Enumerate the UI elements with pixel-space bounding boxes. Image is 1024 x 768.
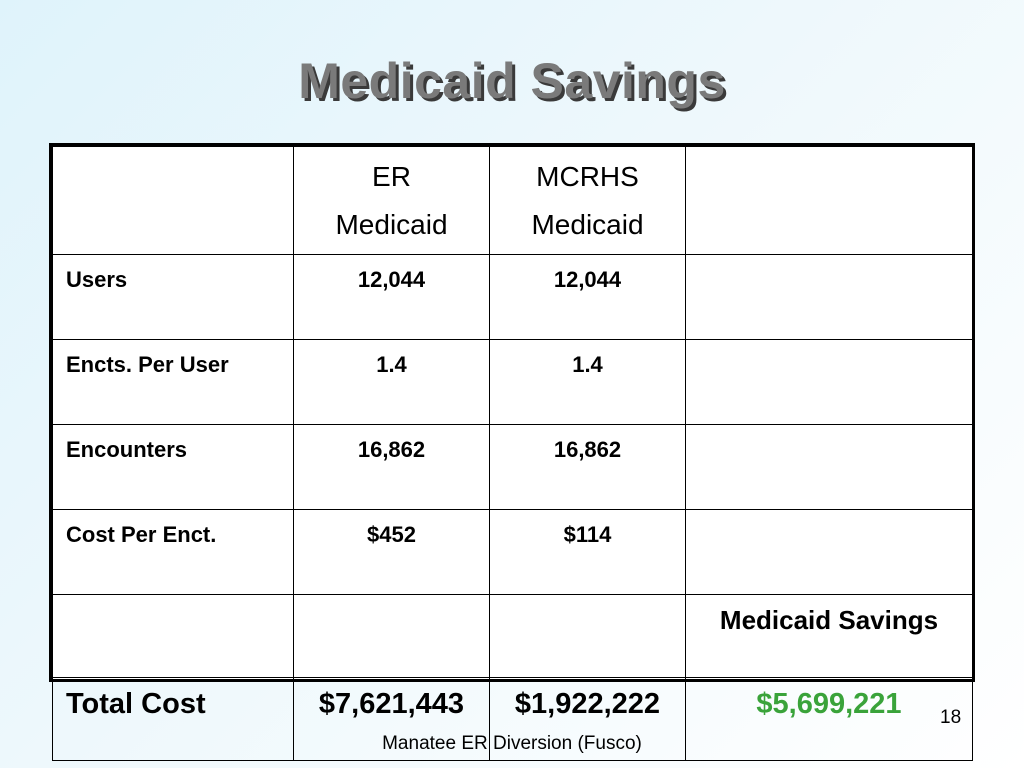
header-mcrhs-line1: MCRHS — [536, 161, 639, 192]
savings-table: ER Medicaid MCRHS Medicaid Users 12,044 … — [49, 143, 975, 761]
table-row: Cost Per Enct. $452 $114 — [52, 509, 973, 595]
er-value: 16,862 — [293, 424, 490, 510]
empty-cell — [293, 594, 490, 678]
slide-title: Medicaid Savings — [298, 53, 726, 109]
er-value: 1.4 — [293, 339, 490, 425]
total-cost-row: Total Cost $7,621,443 $1,922,222 $5,699,… — [52, 677, 973, 761]
header-er-line1: ER — [372, 161, 411, 192]
er-value: $452 — [293, 509, 490, 595]
medicaid-savings-label: Medicaid Savings — [685, 594, 973, 678]
empty-cell — [685, 424, 973, 510]
footer-text: Manatee ER Diversion (Fusco) — [382, 733, 642, 754]
row-label: Encounters — [52, 424, 294, 510]
mcrhs-value: 12,044 — [489, 254, 686, 340]
total-cost-label: Total Cost — [52, 677, 294, 761]
total-savings-value: $5,699,221 — [685, 677, 973, 761]
total-mcrhs-value: $1,922,222 — [489, 677, 686, 761]
mcrhs-value: 16,862 — [489, 424, 686, 510]
header-er-line2: Medicaid — [335, 209, 448, 240]
mcrhs-value: $114 — [489, 509, 686, 595]
empty-cell — [685, 509, 973, 595]
empty-cell — [489, 594, 686, 678]
table-row: Encounters 16,862 16,862 — [52, 424, 973, 510]
page-number: 18 — [940, 707, 962, 728]
header-mcrhs-line2: Medicaid — [531, 209, 644, 240]
row-label: Users — [52, 254, 294, 340]
header-savings-empty-cell — [685, 146, 973, 255]
er-value: 12,044 — [293, 254, 490, 340]
empty-cell — [685, 254, 973, 340]
row-label: Cost Per Enct. — [52, 509, 294, 595]
empty-cell — [685, 339, 973, 425]
header-empty-cell — [52, 146, 294, 255]
savings-header-row: Medicaid Savings — [52, 594, 973, 678]
header-er-medicaid: ER Medicaid — [293, 146, 490, 255]
total-er-value: $7,621,443 — [293, 677, 490, 761]
table-header-row: ER Medicaid MCRHS Medicaid — [52, 146, 973, 255]
mcrhs-value: 1.4 — [489, 339, 686, 425]
table-row: Encts. Per User 1.4 1.4 — [52, 339, 973, 425]
row-label: Encts. Per User — [52, 339, 294, 425]
empty-cell — [52, 594, 294, 678]
table-row: Users 12,044 12,044 — [52, 254, 973, 340]
header-mcrhs-medicaid: MCRHS Medicaid — [489, 146, 686, 255]
